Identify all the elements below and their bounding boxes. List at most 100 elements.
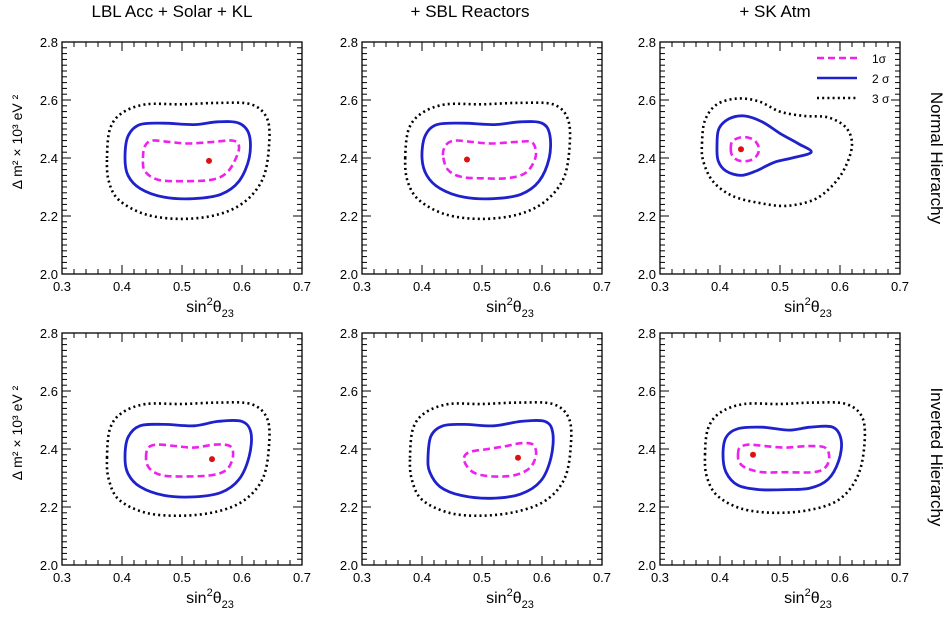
x-tick-label: 0.3 — [353, 279, 371, 294]
panel-5: 0.3 0.4 0.5 0.6 0.7 2.0 2.2 2.4 2.6 2.8 sin2θ23 — [340, 326, 611, 611]
x-axis-label: sin2θ23 — [486, 296, 534, 320]
x-axis-label: sin2θ23 — [186, 296, 234, 320]
x-tick-label: 0.4 — [711, 279, 729, 294]
contour-1sigma — [736, 443, 831, 474]
y-tick-label: 2.2 — [638, 209, 656, 224]
x-tick-label: 0.7 — [293, 279, 311, 294]
best-fit-point — [209, 456, 215, 463]
panel-1: 0.3 0.4 0.5 0.6 0.7 2.0 2.2 2.4 2.6 2.8 sin2θ23 Δ m… — [9, 35, 311, 320]
legend-label-1: 1σ — [872, 52, 887, 66]
x-axis-label: sin2θ23 — [486, 587, 534, 611]
y-axis-label: Δ m² × 10³ eV ² — [9, 94, 25, 189]
y-tick-label: 2.2 — [638, 500, 656, 515]
y-tick-label: 2.4 — [340, 151, 358, 166]
contour-3sigma — [403, 101, 572, 221]
y-tick-label: 2.6 — [638, 384, 656, 399]
contour-2sigma — [420, 120, 553, 201]
y-tick-label: 2.8 — [40, 35, 58, 50]
column-title-2: + SBL Reactors — [410, 2, 530, 21]
y-tick-label: 2.6 — [340, 384, 358, 399]
y-tick-label: 2.2 — [340, 500, 358, 515]
y-tick-label: 2.8 — [638, 35, 656, 50]
x-tick-label: 0.6 — [533, 570, 551, 585]
contour-3sigma — [105, 101, 271, 221]
x-tick-label: 0.6 — [233, 279, 251, 294]
x-axis-label: sin2θ23 — [186, 587, 234, 611]
contour-1sigma — [729, 135, 761, 163]
y-tick-label: 2.2 — [340, 209, 358, 224]
y-tick-label: 2.6 — [638, 93, 656, 108]
best-fit-point — [464, 156, 470, 163]
contour-3sigma — [105, 401, 271, 518]
contour-1sigma — [144, 443, 235, 478]
x-tick-label: 0.4 — [413, 279, 431, 294]
x-tick-label: 0.6 — [533, 279, 551, 294]
best-fit-point — [750, 451, 756, 458]
contour-2sigma — [123, 418, 253, 499]
y-tick-label: 2.2 — [40, 500, 58, 515]
x-tick-label: 0.5 — [473, 570, 491, 585]
x-tick-label: 0.5 — [173, 279, 191, 294]
y-tick-label: 2.0 — [40, 558, 58, 573]
x-tick-label: 0.3 — [53, 279, 71, 294]
column-title-3: + SK Atm — [739, 2, 811, 21]
legend-label-2: 2 σ — [872, 72, 890, 86]
y-tick-label: 2.8 — [340, 326, 358, 341]
y-tick-label: 2.4 — [40, 442, 58, 457]
y-tick-label: 2.0 — [638, 267, 656, 282]
contour-2sigma — [123, 120, 252, 201]
y-tick-label: 2.0 — [340, 558, 358, 573]
x-axis-label: sin2θ23 — [784, 296, 832, 320]
plot-frame — [659, 332, 901, 566]
x-tick-label: 0.5 — [771, 279, 789, 294]
y-tick-label: 2.4 — [340, 442, 358, 457]
x-tick-label: 0.3 — [53, 570, 71, 585]
x-tick-label: 0.5 — [473, 279, 491, 294]
plot-frame — [61, 332, 303, 566]
contour-2sigma — [721, 424, 843, 492]
x-tick-label: 0.7 — [293, 570, 311, 585]
x-tick-label: 0.6 — [831, 279, 849, 294]
y-tick-label: 2.0 — [340, 267, 358, 282]
best-fit-point — [206, 157, 212, 164]
y-tick-label: 2.0 — [638, 558, 656, 573]
x-tick-label: 0.7 — [593, 279, 611, 294]
x-axis-label: sin2θ23 — [784, 587, 832, 611]
contour-1sigma — [462, 441, 538, 478]
y-tick-label: 2.6 — [40, 93, 58, 108]
plot-frame — [361, 41, 603, 275]
y-tick-label: 2.4 — [638, 151, 656, 166]
plot-frame — [361, 332, 603, 566]
contour-3sigma — [408, 401, 573, 518]
contour-3sigma — [703, 401, 867, 515]
y-axis-label: Δ m² × 10³ eV ² — [9, 385, 25, 480]
y-tick-label: 2.8 — [40, 326, 58, 341]
x-tick-label: 0.7 — [891, 279, 909, 294]
x-tick-label: 0.3 — [651, 570, 669, 585]
best-fit-point — [515, 454, 521, 461]
x-tick-label: 0.6 — [831, 570, 849, 585]
x-tick-label: 0.4 — [711, 570, 729, 585]
x-tick-label: 0.4 — [113, 570, 131, 585]
y-tick-label: 2.8 — [340, 35, 358, 50]
x-tick-label: 0.7 — [891, 570, 909, 585]
y-tick-label: 2.0 — [40, 267, 58, 282]
y-tick-label: 2.2 — [40, 209, 58, 224]
contour-1sigma — [441, 139, 538, 180]
y-tick-label: 2.4 — [638, 442, 656, 457]
panel-6: 0.3 0.4 0.5 0.6 0.7 2.0 2.2 2.4 2.6 2.8 sin2θ23 — [638, 326, 909, 611]
panel-3: 0.3 0.4 0.5 0.6 0.7 2.0 2.2 2.4 2.6 2.8 sin2θ23 — [638, 35, 909, 320]
legend: 1σ 2 σ 3 σ — [817, 52, 890, 106]
contour-3sigma — [700, 97, 854, 208]
x-tick-label: 0.4 — [413, 570, 431, 585]
column-title-1: LBL Acc + Solar + KL — [91, 2, 253, 21]
contour-2sigma — [715, 114, 813, 177]
contour-2sigma — [426, 418, 555, 500]
x-tick-label: 0.3 — [651, 279, 669, 294]
y-tick-label: 2.6 — [40, 384, 58, 399]
plot-frame — [659, 41, 901, 275]
x-tick-label: 0.4 — [113, 279, 131, 294]
y-tick-label: 2.6 — [340, 93, 358, 108]
best-fit-point — [738, 146, 744, 153]
